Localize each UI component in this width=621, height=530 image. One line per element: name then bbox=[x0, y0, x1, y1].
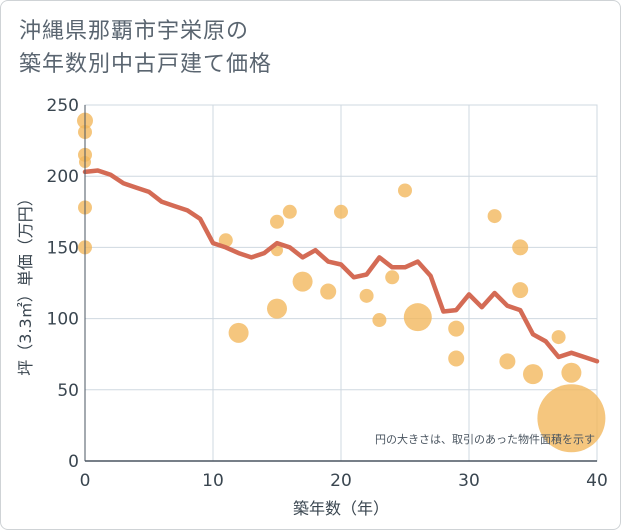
y-tick-label: 200 bbox=[47, 167, 79, 187]
y-tick-label: 100 bbox=[47, 310, 79, 330]
x-tick-label: 10 bbox=[202, 471, 224, 491]
x-tick-label: 40 bbox=[586, 471, 608, 491]
chart-title: 沖縄県那覇市宇栄原の 築年数別中古戸建て価格 bbox=[19, 15, 439, 81]
data-bubble bbox=[403, 303, 432, 332]
y-tick-label: 0 bbox=[68, 452, 79, 472]
data-bubble bbox=[292, 271, 313, 292]
average-price-line bbox=[82, 168, 600, 364]
data-bubble bbox=[512, 239, 529, 256]
title-line-2: 築年数別中古戸建て価格 bbox=[19, 52, 273, 77]
data-bubble bbox=[523, 364, 543, 385]
data-bubble bbox=[218, 233, 233, 248]
data-bubble bbox=[267, 298, 287, 319]
data-bubble bbox=[448, 320, 465, 337]
x-axis-label: 築年数（年） bbox=[293, 499, 389, 518]
data-bubble bbox=[398, 183, 412, 198]
data-bubble bbox=[320, 283, 337, 300]
data-bubble bbox=[372, 313, 387, 328]
bubble-layer bbox=[77, 112, 606, 453]
data-bubble bbox=[499, 353, 516, 370]
y-tick-label: 150 bbox=[47, 238, 79, 258]
data-bubble bbox=[551, 330, 566, 345]
data-bubble bbox=[487, 209, 502, 224]
data-bubble bbox=[270, 214, 284, 229]
data-bubble bbox=[282, 204, 297, 219]
data-bubble bbox=[359, 288, 374, 303]
title-line-1: 沖縄県那覇市宇栄原の bbox=[19, 19, 250, 44]
x-tick-label: 20 bbox=[330, 471, 352, 491]
x-tick-label: 30 bbox=[458, 471, 480, 491]
y-tick-label: 50 bbox=[57, 381, 79, 401]
x-tick-label: 0 bbox=[80, 471, 91, 491]
axis-layer: 0 10 20 30 40 0 50 100 150 200 250 bbox=[47, 96, 608, 491]
data-bubble bbox=[512, 282, 529, 299]
data-bubble bbox=[228, 322, 249, 343]
data-bubble bbox=[334, 204, 348, 219]
data-bubble bbox=[385, 270, 400, 285]
y-axis-label: 坪（3.3㎡）単価（万円） bbox=[16, 190, 35, 375]
data-bubble bbox=[537, 384, 606, 453]
line-layer bbox=[82, 168, 600, 364]
y-tick-label: 250 bbox=[47, 96, 79, 116]
data-bubble bbox=[561, 362, 582, 383]
size-note: 円の大きさは、取引のあった物件面積を示す bbox=[375, 432, 595, 446]
data-bubble bbox=[448, 350, 465, 367]
grid-layer bbox=[84, 104, 598, 462]
